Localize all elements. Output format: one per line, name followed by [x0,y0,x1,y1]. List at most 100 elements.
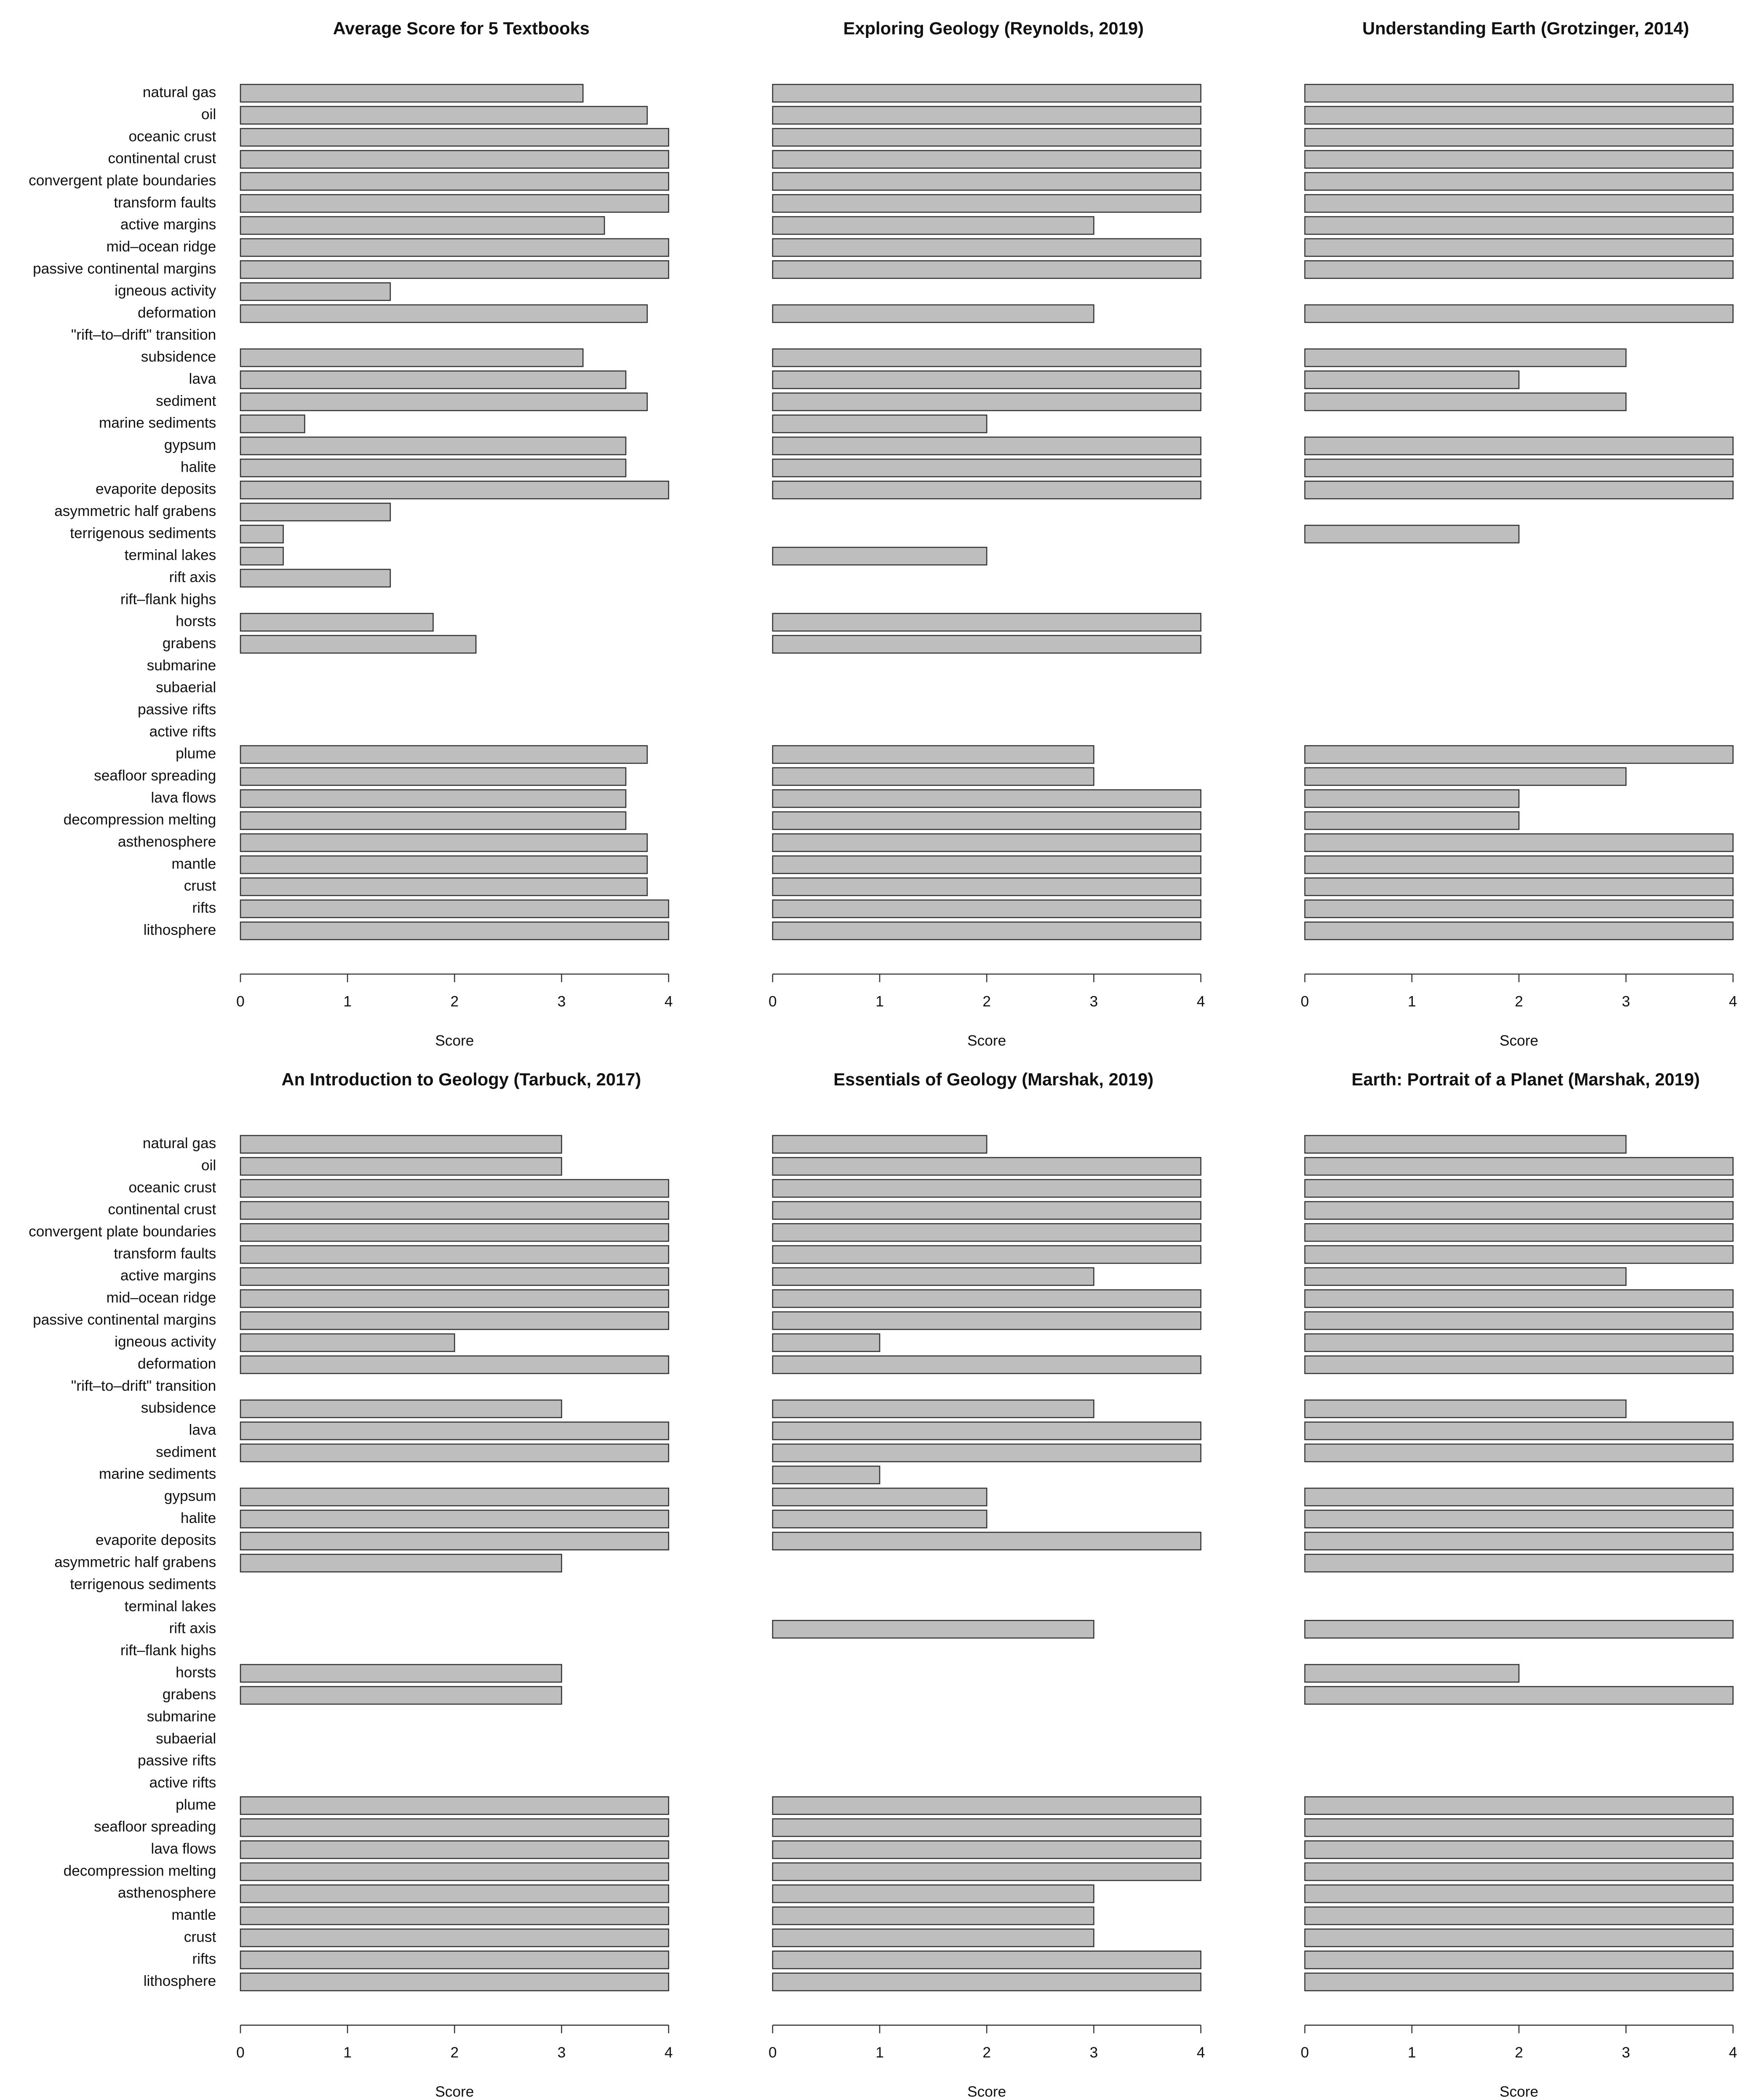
x-axis-label: Score [435,2084,474,2100]
bar [772,1201,1201,1220]
bar [240,1333,455,1352]
bar [240,1510,670,1528]
panel-title: Earth: Portrait of a Planet (Marshak, 20… [1352,1069,1700,1089]
bar [240,304,648,323]
category-label: continental crust [108,150,216,167]
category-label: evaporite deposits [96,1532,216,1548]
category-label: deformation [138,1356,216,1372]
panel-title: Understanding Earth (Grotzinger, 2014) [1362,19,1689,38]
bar [772,370,1201,389]
bar [240,877,648,896]
bar [772,348,1201,367]
category-label: mantle [171,855,216,872]
bar [772,1399,1094,1419]
bar [240,348,584,367]
bar [240,1554,562,1573]
x-tick-label: 4 [665,993,673,1010]
bar [1304,1906,1734,1925]
bar [1304,1531,1734,1551]
bar [240,1686,562,1705]
category-label: lava [189,1422,216,1438]
x-axis-label: Score [967,2084,1006,2100]
bar [1304,106,1734,125]
bar [1304,1245,1734,1264]
bar [1304,216,1734,235]
bar [772,106,1201,125]
bar [1304,1135,1627,1154]
bar [772,635,1201,654]
bar [1304,524,1520,544]
bar [772,1510,987,1528]
bar [1304,128,1734,147]
bar [772,1267,1094,1286]
category-label: asthenosphere [118,1885,216,1901]
x-tick-label: 1 [343,2044,352,2061]
panel-title: Essentials of Geology (Marshak, 2019) [833,1069,1153,1089]
category-label: plume [176,1796,216,1813]
bar [1304,1311,1734,1330]
category-label: horsts [176,1664,216,1681]
x-tick-label: 2 [1515,993,1523,1010]
category-label: horsts [176,613,216,630]
bar [1304,1223,1734,1242]
bar [772,84,1201,103]
category-label: rifts [192,1951,216,1967]
bar [1304,194,1734,213]
category-label: passive continental margins [33,1312,216,1328]
category-label: lava flows [151,789,216,806]
category-label: plume [176,745,216,762]
bar [240,216,605,235]
category-label: passive continental margins [33,260,216,277]
bar [1304,1686,1734,1705]
panel-title: Average Score for 5 Textbooks [333,19,590,38]
bar [1304,811,1520,830]
bar [240,613,434,632]
bar [1304,1488,1734,1507]
x-tick-label: 4 [665,2044,673,2061]
bar [772,1311,1201,1330]
bar [1304,260,1734,279]
category-label: natural gas [143,84,216,101]
bar [240,1972,670,1991]
bar [772,1333,881,1352]
bar [1304,1862,1734,1881]
bar [772,1884,1094,1903]
x-tick-label: 2 [982,993,991,1010]
bar [772,216,1094,235]
bar [1304,789,1520,808]
category-label: deformation [138,305,216,321]
category-label: passive rifts [138,701,216,718]
bar [772,1862,1201,1881]
bar [1304,84,1734,103]
category-label: oil [201,106,216,123]
bar [1304,1157,1734,1176]
category-label: crust [184,878,216,894]
bar [240,1906,670,1925]
bar [1304,1620,1734,1639]
bar [1304,1289,1734,1308]
bar [772,789,1201,808]
bar [1304,481,1734,500]
x-tick-label: 4 [1729,993,1737,1010]
bar [240,524,284,544]
x-tick-label: 0 [769,2044,777,2061]
bar [240,282,391,301]
bar [772,304,1094,323]
x-tick-label: 4 [1197,993,1205,1010]
bar [772,811,1201,830]
bar [1304,1421,1734,1440]
category-label: oil [201,1157,216,1174]
bar [772,921,1201,940]
bar [772,1928,1094,1948]
bar [772,238,1201,257]
bar [772,833,1201,852]
bar [772,458,1201,478]
category-label: "rift–to–drift" transition [71,1378,216,1394]
bar [240,481,670,500]
panel-title: Exploring Geology (Reynolds, 2019) [843,19,1144,38]
category-label: passive rifts [138,1753,216,1769]
category-label: terminal lakes [125,1598,216,1614]
bar [1304,370,1520,389]
category-label: lava [189,371,216,387]
bar [1304,1179,1734,1198]
